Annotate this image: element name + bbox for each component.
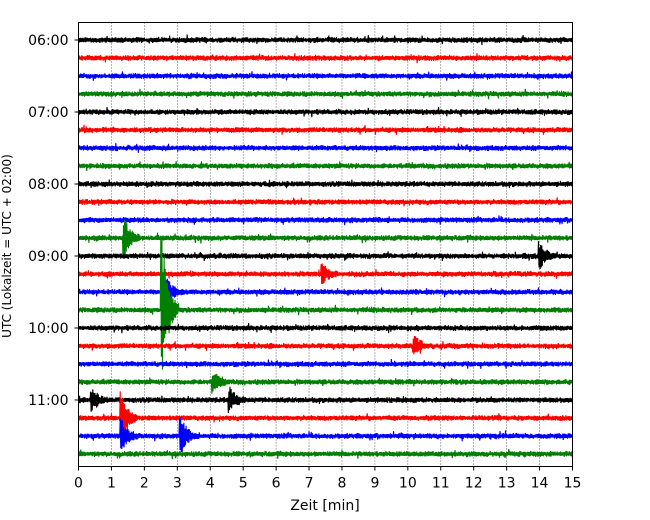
x-axis: 0 1 2 3 4 5 6 7 8 9 10 11 12 13 14 15	[74, 466, 582, 492]
trace-row-0615	[77, 53, 574, 64]
trace-row-0645	[77, 88, 574, 100]
y-tick-label: 08:00	[28, 177, 68, 193]
x-tick-label: 8	[338, 476, 347, 492]
trace-row-0945	[77, 235, 574, 370]
x-tick-label: 15	[564, 476, 582, 492]
x-tick-label: 2	[140, 476, 149, 492]
y-axis-label: UTC (Lokalzeit = UTC + 02:00)	[0, 154, 14, 338]
x-tick-label: 12	[465, 476, 483, 492]
trace-row-0815	[77, 197, 574, 207]
trace-row-0630	[77, 71, 574, 81]
trace-row-0915	[77, 263, 574, 285]
x-tick-label: 9	[370, 476, 379, 492]
y-tick-label: 07:00	[28, 105, 68, 121]
trace-row-1015	[77, 336, 574, 355]
trace-row-1045	[77, 373, 574, 394]
x-tick-label: 0	[74, 476, 83, 492]
trace-row-0830	[77, 215, 574, 226]
trace-row-0730	[77, 143, 574, 153]
x-tick-label: 14	[531, 476, 549, 492]
x-tick-label: 1	[107, 476, 116, 492]
x-tick-label: 11	[432, 476, 450, 492]
y-tick-label: 09:00	[28, 249, 68, 265]
trace-row-1130	[77, 417, 574, 453]
x-tick-label: 10	[399, 476, 417, 492]
trace-row-0900	[77, 241, 574, 270]
y-tick-label: 06:00	[28, 33, 68, 49]
x-axis-label: Zeit [min]	[290, 498, 359, 514]
x-tick-label: 6	[272, 476, 281, 492]
trace-row-1100	[77, 386, 574, 413]
x-tick-label: 5	[239, 476, 248, 492]
y-axis: 06:00 07:00 08:00 09:00 10:00 11:00	[28, 33, 79, 409]
y-tick-label: 10:00	[28, 321, 68, 337]
trace-row-1115	[77, 391, 574, 440]
trace-row-1000	[77, 322, 574, 334]
trace-row-0715	[77, 124, 574, 135]
x-tick-label: 4	[206, 476, 215, 492]
trace-row-0800	[77, 179, 574, 189]
trace-row-0745	[77, 161, 574, 172]
y-tick-label: 11:00	[28, 393, 68, 409]
seismic-traces	[77, 34, 574, 460]
trace-row-0700	[77, 106, 574, 118]
trace-row-1145	[77, 448, 574, 460]
x-tick-label: 13	[498, 476, 516, 492]
trace-row-0845	[77, 219, 574, 258]
trace-row-0600	[77, 34, 574, 46]
trace-row-1030	[77, 358, 574, 369]
x-tick-label: 3	[173, 476, 182, 492]
grid-lines	[111, 22, 540, 467]
trace-row-0930	[77, 278, 574, 303]
x-tick-label: 7	[305, 476, 314, 492]
plot-frame	[78, 22, 573, 467]
